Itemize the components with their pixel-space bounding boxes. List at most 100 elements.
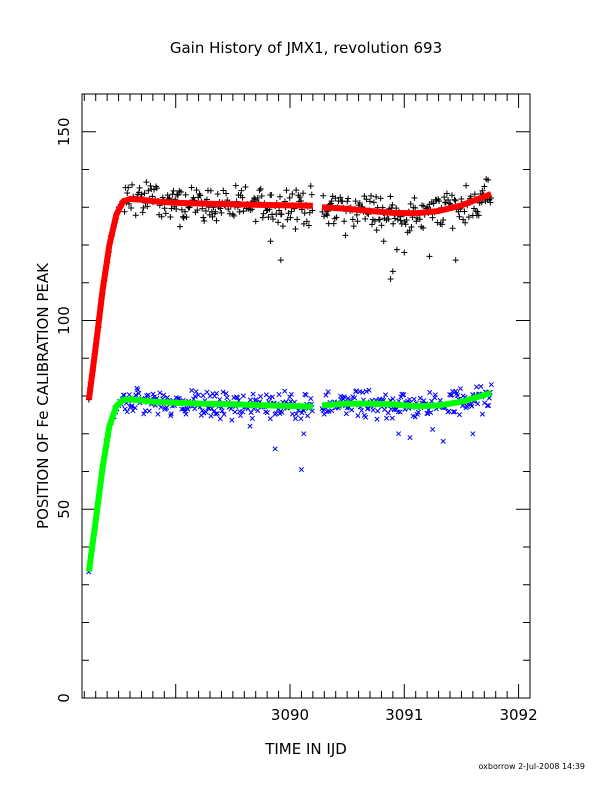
data-point-plus	[353, 211, 360, 218]
data-point-plus	[174, 192, 181, 199]
data-point-plus	[180, 215, 187, 222]
data-point-plus	[278, 211, 285, 218]
data-point-plus	[209, 213, 216, 220]
data-point-plus	[373, 227, 380, 234]
data-point-plus	[308, 191, 315, 198]
data-point-cross	[349, 407, 355, 413]
data-point-cross	[212, 393, 218, 399]
data-point-plus	[212, 208, 219, 215]
data-point-plus	[258, 193, 265, 200]
data-point-plus	[170, 187, 177, 194]
data-point-plus	[426, 253, 433, 260]
data-point-cross	[457, 386, 464, 392]
data-point-plus	[199, 205, 206, 212]
data-point-cross	[370, 407, 376, 413]
data-point-plus	[344, 198, 351, 205]
chart-marks	[85, 176, 495, 575]
data-point-cross	[325, 389, 331, 395]
data-point-plus	[307, 183, 314, 190]
data-point-cross	[208, 413, 214, 419]
data-point-cross	[199, 408, 205, 414]
data-point-cross	[135, 387, 141, 393]
data-point-plus	[397, 217, 404, 224]
fit-line-red	[85, 195, 313, 401]
data-point-plus	[296, 194, 303, 201]
data-point-cross	[324, 409, 330, 415]
data-point-plus	[220, 187, 227, 194]
data-point-plus	[147, 182, 154, 189]
data-point-cross	[292, 416, 298, 422]
data-point-plus	[391, 215, 398, 222]
data-point-plus	[201, 218, 208, 225]
data-point-cross	[363, 414, 369, 420]
data-point-plus	[339, 198, 346, 205]
data-point-plus	[161, 205, 168, 212]
data-point-cross	[428, 410, 434, 416]
data-point-plus	[366, 198, 373, 205]
data-point-plus	[303, 218, 310, 225]
data-point-plus	[236, 208, 243, 215]
data-point-plus	[385, 216, 392, 223]
data-point-plus	[182, 191, 189, 198]
data-point-plus	[277, 257, 284, 264]
data-point-plus	[475, 212, 482, 219]
data-point-cross	[479, 411, 486, 417]
data-point-cross	[415, 409, 421, 415]
data-point-cross	[375, 408, 381, 414]
data-point-cross	[213, 390, 220, 396]
data-point-plus	[452, 257, 459, 264]
data-point-plus	[257, 185, 264, 192]
data-point-plus	[213, 217, 220, 224]
data-point-cross	[475, 401, 481, 407]
data-point-plus	[182, 208, 189, 215]
data-point-plus	[202, 207, 209, 214]
data-point-plus	[254, 194, 261, 201]
data-point-cross	[395, 409, 401, 415]
data-point-plus	[324, 212, 331, 219]
x-axis-label: TIME IN IJD	[264, 740, 347, 758]
x-tick-label: 3090	[271, 706, 309, 724]
data-point-plus	[456, 213, 463, 220]
data-point-cross	[298, 416, 304, 422]
data-point-cross	[157, 390, 163, 396]
data-point-cross	[432, 392, 438, 398]
data-point-cross	[421, 398, 427, 404]
chart-title: Gain History of JMX1, revolution 693	[170, 39, 442, 57]
data-point-cross	[390, 396, 396, 402]
data-point-plus	[345, 195, 352, 202]
data-point-plus	[183, 214, 190, 221]
y-tick-label: 150	[55, 117, 73, 146]
data-point-cross	[249, 415, 255, 421]
data-point-cross	[288, 391, 294, 397]
data-point-cross	[308, 395, 314, 402]
data-point-plus	[401, 249, 408, 256]
data-point-cross	[298, 467, 304, 473]
data-point-cross	[396, 431, 402, 437]
data-point-cross	[484, 402, 490, 409]
data-point-cross	[192, 393, 198, 399]
data-point-cross	[213, 411, 219, 417]
fit-line-green	[321, 390, 492, 410]
data-point-cross	[257, 393, 264, 400]
data-point-cross	[365, 405, 371, 411]
data-point-plus	[124, 189, 131, 196]
data-point-plus	[485, 177, 492, 184]
data-point-cross	[168, 411, 174, 417]
data-point-plus	[440, 217, 447, 224]
data-point-plus	[305, 222, 312, 229]
data-point-plus	[328, 198, 335, 205]
data-point-plus	[141, 190, 148, 197]
data-point-cross	[126, 392, 132, 398]
data-point-cross	[155, 411, 161, 417]
data-point-plus	[283, 187, 290, 194]
data-point-plus	[439, 221, 446, 228]
data-point-cross	[320, 407, 326, 413]
data-point-plus	[373, 193, 380, 200]
data-point-plus	[260, 210, 267, 217]
data-point-cross	[267, 416, 273, 422]
y-tick-label: 50	[55, 500, 73, 519]
data-point-plus	[148, 186, 155, 193]
data-point-plus	[276, 207, 283, 214]
data-point-plus	[153, 185, 160, 192]
